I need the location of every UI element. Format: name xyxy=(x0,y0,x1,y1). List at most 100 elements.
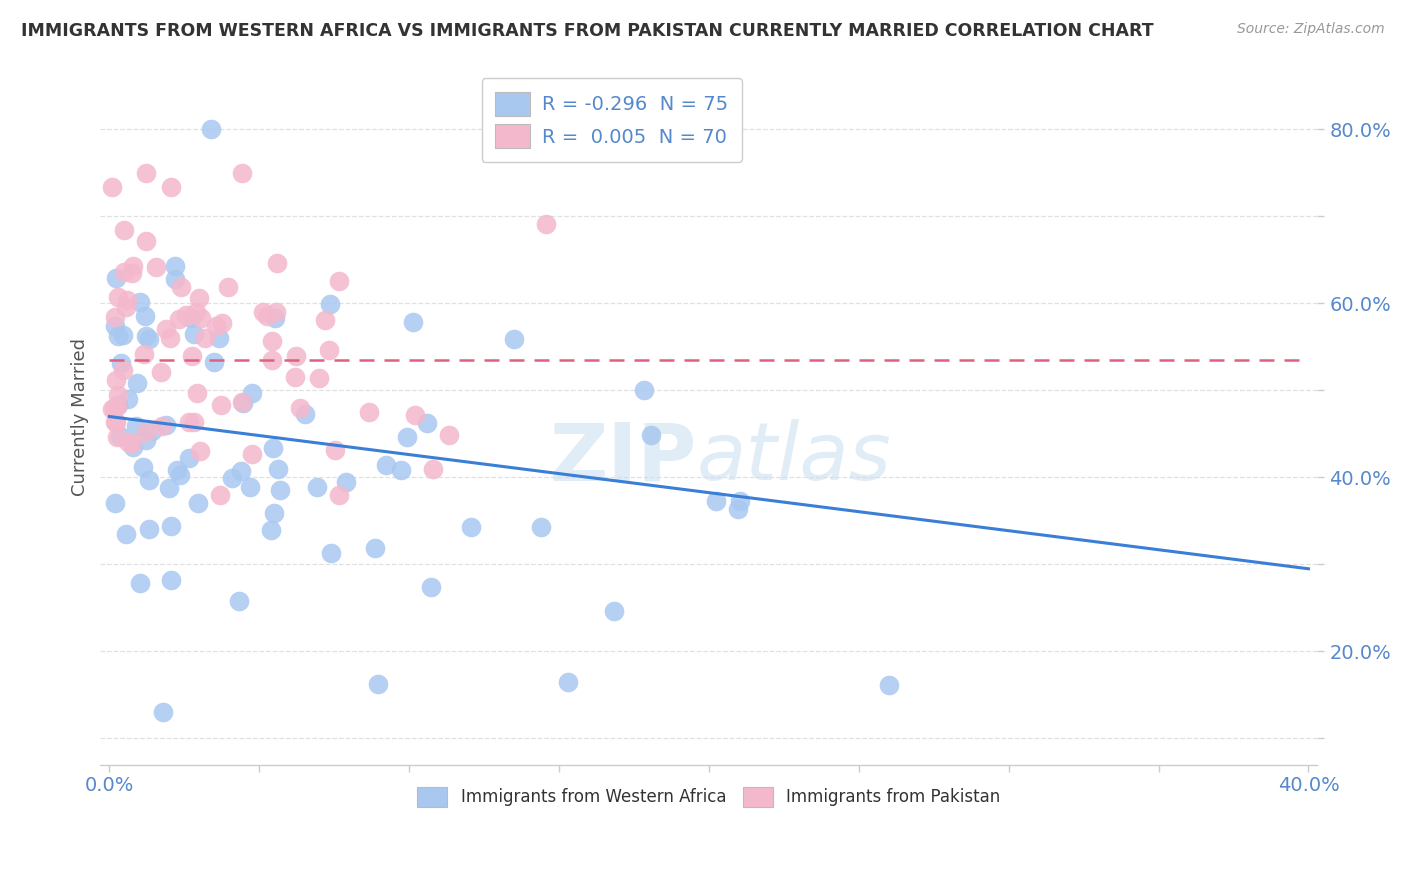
Point xyxy=(103,401,125,416)
Point xyxy=(180,310,202,325)
Point xyxy=(419,580,441,594)
Point xyxy=(232,396,254,410)
Point xyxy=(183,415,205,429)
Point xyxy=(239,480,262,494)
Text: IMMIGRANTS FROM WESTERN AFRICA VS IMMIGRANTS FROM PAKISTAN CURRENTLY MARRIED COR: IMMIGRANTS FROM WESTERN AFRICA VS IMMIGR… xyxy=(21,22,1154,40)
Point xyxy=(107,329,129,343)
Point xyxy=(150,418,173,433)
Point xyxy=(115,526,138,541)
Point xyxy=(202,354,225,368)
Point xyxy=(603,604,626,618)
Point xyxy=(125,419,148,434)
Point xyxy=(263,311,285,326)
Point xyxy=(728,493,751,508)
Point xyxy=(105,400,128,414)
Point xyxy=(231,395,253,409)
Point xyxy=(132,460,155,475)
Point xyxy=(177,450,200,465)
Point xyxy=(256,309,278,323)
Point xyxy=(176,308,198,322)
Point xyxy=(108,429,131,443)
Point xyxy=(416,416,439,430)
Point xyxy=(314,313,336,327)
Point xyxy=(184,305,207,319)
Point xyxy=(138,332,160,346)
Point xyxy=(319,297,342,311)
Point xyxy=(115,293,138,307)
Point xyxy=(107,398,129,412)
Point xyxy=(183,326,205,341)
Point xyxy=(269,483,291,497)
Point xyxy=(263,506,285,520)
Text: Source: ZipAtlas.com: Source: ZipAtlas.com xyxy=(1237,22,1385,37)
Point xyxy=(633,383,655,397)
Point xyxy=(121,436,143,450)
Point xyxy=(437,428,460,442)
Point xyxy=(228,593,250,607)
Point xyxy=(150,365,173,379)
Point xyxy=(134,347,156,361)
Point xyxy=(135,328,157,343)
Point xyxy=(104,415,127,429)
Point xyxy=(163,272,186,286)
Point xyxy=(167,312,190,326)
Point xyxy=(110,356,132,370)
Point xyxy=(284,370,307,384)
Point xyxy=(194,331,217,345)
Point xyxy=(422,462,444,476)
Point xyxy=(359,405,381,419)
Point xyxy=(104,495,127,509)
Point xyxy=(105,430,128,444)
Text: atlas: atlas xyxy=(697,419,891,497)
Point xyxy=(208,331,231,345)
Point xyxy=(217,279,239,293)
Point xyxy=(557,674,579,689)
Point xyxy=(877,678,900,692)
Point xyxy=(135,166,157,180)
Point xyxy=(190,311,212,326)
Point xyxy=(188,291,211,305)
Point xyxy=(318,343,340,357)
Point xyxy=(323,443,346,458)
Point xyxy=(367,676,389,690)
Point xyxy=(104,310,127,324)
Point xyxy=(104,271,127,285)
Point xyxy=(128,576,150,591)
Point xyxy=(104,415,127,429)
Point xyxy=(181,349,204,363)
Point xyxy=(264,305,287,319)
Point xyxy=(285,349,308,363)
Point xyxy=(135,433,157,447)
Point xyxy=(260,524,283,538)
Point xyxy=(186,386,208,401)
Point xyxy=(335,475,357,489)
Point xyxy=(187,495,209,509)
Point xyxy=(221,470,243,484)
Point xyxy=(534,217,557,231)
Point xyxy=(112,327,135,342)
Point xyxy=(138,523,160,537)
Point xyxy=(112,222,135,236)
Point xyxy=(240,447,263,461)
Point xyxy=(375,458,398,472)
Point xyxy=(262,353,284,368)
Point xyxy=(145,260,167,275)
Point xyxy=(117,434,139,449)
Point xyxy=(364,541,387,556)
Point xyxy=(305,480,328,494)
Point xyxy=(101,180,124,194)
Point xyxy=(209,488,232,502)
Point xyxy=(294,407,316,421)
Point xyxy=(240,385,263,400)
Point xyxy=(166,463,188,477)
Point xyxy=(704,493,727,508)
Point xyxy=(389,463,412,477)
Point xyxy=(169,280,191,294)
Point xyxy=(125,376,148,391)
Point xyxy=(135,234,157,248)
Point xyxy=(640,427,662,442)
Point xyxy=(104,318,127,333)
Point xyxy=(262,441,284,455)
Point xyxy=(160,573,183,587)
Point xyxy=(503,332,526,346)
